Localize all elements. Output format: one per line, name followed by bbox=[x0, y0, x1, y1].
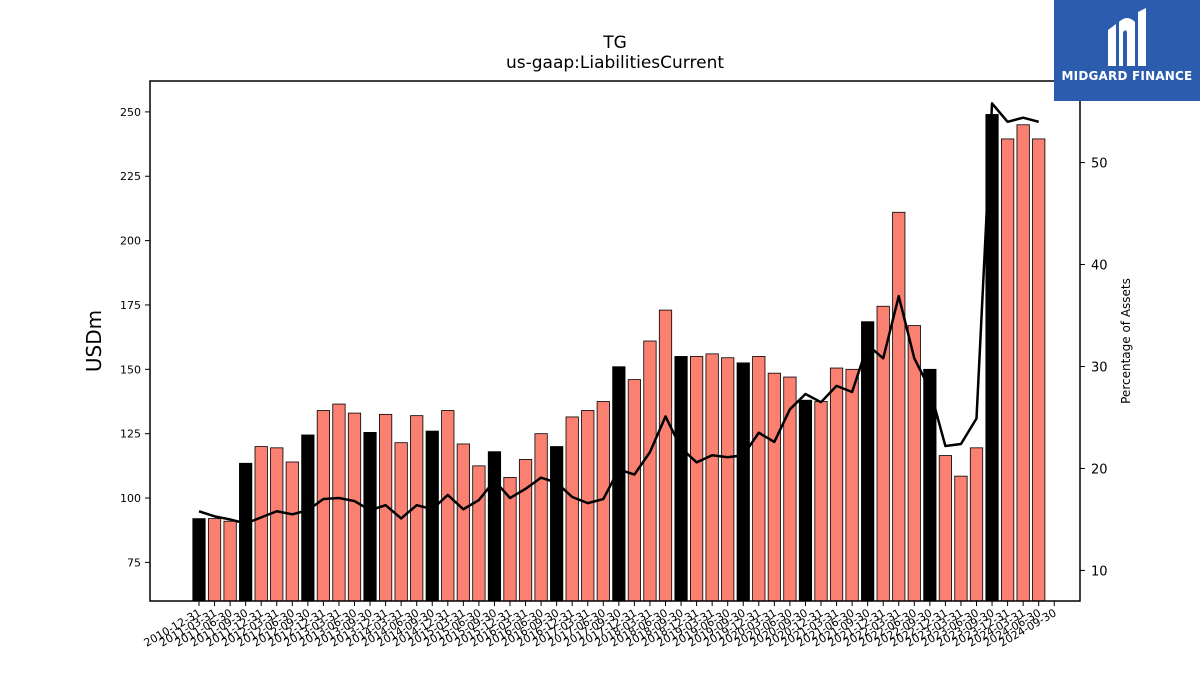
y-tick-label: 75 bbox=[127, 556, 141, 569]
y2-tick-label: 40 bbox=[1091, 259, 1108, 274]
y2-tick-label: 30 bbox=[1091, 360, 1108, 375]
bar-2016-09-30 bbox=[550, 446, 564, 602]
bar-2011-03-31 bbox=[207, 518, 222, 602]
bar-2014-12-31 bbox=[441, 410, 455, 602]
y-tick-label: 175 bbox=[120, 299, 141, 312]
bar-2016-12-31 bbox=[565, 416, 579, 602]
bar-2024-03-31 bbox=[1016, 124, 1030, 602]
logo-text: MIDGARD FINANCE bbox=[1061, 69, 1193, 83]
bar-2012-09-30 bbox=[301, 434, 315, 602]
bar-2017-09-30 bbox=[612, 366, 626, 602]
y-axis: 75 100 125 150 175 200 225 250 bbox=[120, 106, 150, 569]
chart-title: TG bbox=[602, 33, 627, 53]
bar-2020-12-31 bbox=[814, 401, 828, 602]
plot-frame bbox=[149, 80, 1081, 602]
y-tick-label: 125 bbox=[120, 428, 141, 441]
y-tick-label: 200 bbox=[120, 235, 141, 248]
y2-tick-label: 10 bbox=[1091, 564, 1108, 579]
bar-2022-03-31 bbox=[892, 211, 906, 602]
bar-2018-09-30 bbox=[674, 356, 688, 602]
bar-2011-06-30 bbox=[223, 520, 237, 602]
bar-2012-12-31 bbox=[316, 410, 331, 602]
x-axis: 2010-12-312011-03-312011-06-302011-09-30… bbox=[142, 601, 1059, 650]
bar-2021-06-30 bbox=[845, 368, 859, 602]
percentage-line bbox=[198, 102, 1040, 525]
chart-subtitle: us-gaap:LiabilitiesCurrent bbox=[506, 53, 724, 73]
bar-2019-12-31 bbox=[752, 356, 766, 602]
bar-2012-06-30 bbox=[285, 461, 299, 602]
bar-group bbox=[192, 114, 1046, 602]
y2-tick-label: 20 bbox=[1091, 462, 1108, 477]
bar-2014-03-31 bbox=[394, 442, 408, 602]
bar-2020-03-31 bbox=[767, 372, 781, 602]
y2-axis-label: Percentage of Assets bbox=[1119, 278, 1133, 404]
bar-2016-03-31 bbox=[518, 459, 533, 602]
bar-2013-06-30 bbox=[347, 412, 362, 602]
bar-2018-03-31 bbox=[643, 340, 657, 602]
y2-tick-label: 50 bbox=[1091, 157, 1108, 172]
bar-2010-12-31 bbox=[192, 518, 206, 602]
bar-2017-12-31 bbox=[627, 379, 642, 602]
bar-2023-06-30 bbox=[969, 447, 984, 602]
bar-2015-09-30 bbox=[487, 451, 502, 602]
bar-2022-12-31 bbox=[938, 455, 953, 602]
bar-2020-09-30 bbox=[798, 399, 813, 602]
bar-2014-09-30 bbox=[425, 430, 439, 602]
bar-2012-03-31 bbox=[270, 447, 284, 602]
bar-2023-03-31 bbox=[954, 475, 968, 602]
bar-2023-12-31 bbox=[1001, 138, 1015, 602]
bar-2015-06-30 bbox=[472, 465, 486, 602]
y-tick-label: 150 bbox=[120, 363, 141, 376]
bar-2021-03-31 bbox=[829, 367, 844, 602]
bar-2011-12-31 bbox=[254, 446, 268, 602]
bar-2021-09-30 bbox=[861, 321, 875, 602]
bar-2021-12-31 bbox=[876, 305, 890, 602]
bar-2013-03-31 bbox=[332, 403, 346, 602]
bar-2018-06-30 bbox=[658, 309, 673, 602]
bar-2016-06-30 bbox=[534, 433, 548, 602]
y-axis-label: USDm bbox=[82, 310, 106, 372]
logo: MIDGARD FINANCE bbox=[1054, 0, 1200, 101]
bar-2019-03-31 bbox=[705, 353, 719, 602]
bar-2013-09-30 bbox=[363, 431, 377, 602]
bar-2019-06-30 bbox=[721, 357, 735, 602]
bar-2024-06-30 bbox=[1032, 138, 1046, 602]
bar-2011-09-30 bbox=[239, 462, 253, 602]
y2-axis: 10 20 30 40 50 bbox=[1080, 157, 1108, 579]
y-tick-label: 100 bbox=[120, 492, 141, 505]
y-tick-label: 225 bbox=[120, 170, 141, 183]
bar-2015-03-31 bbox=[456, 443, 470, 602]
bar-2017-03-31 bbox=[581, 410, 595, 602]
bar-2018-12-31 bbox=[690, 356, 704, 602]
midgard-logo-icon bbox=[1108, 8, 1146, 66]
bar-2019-09-30 bbox=[736, 362, 750, 602]
y-tick-label: 250 bbox=[120, 106, 141, 119]
